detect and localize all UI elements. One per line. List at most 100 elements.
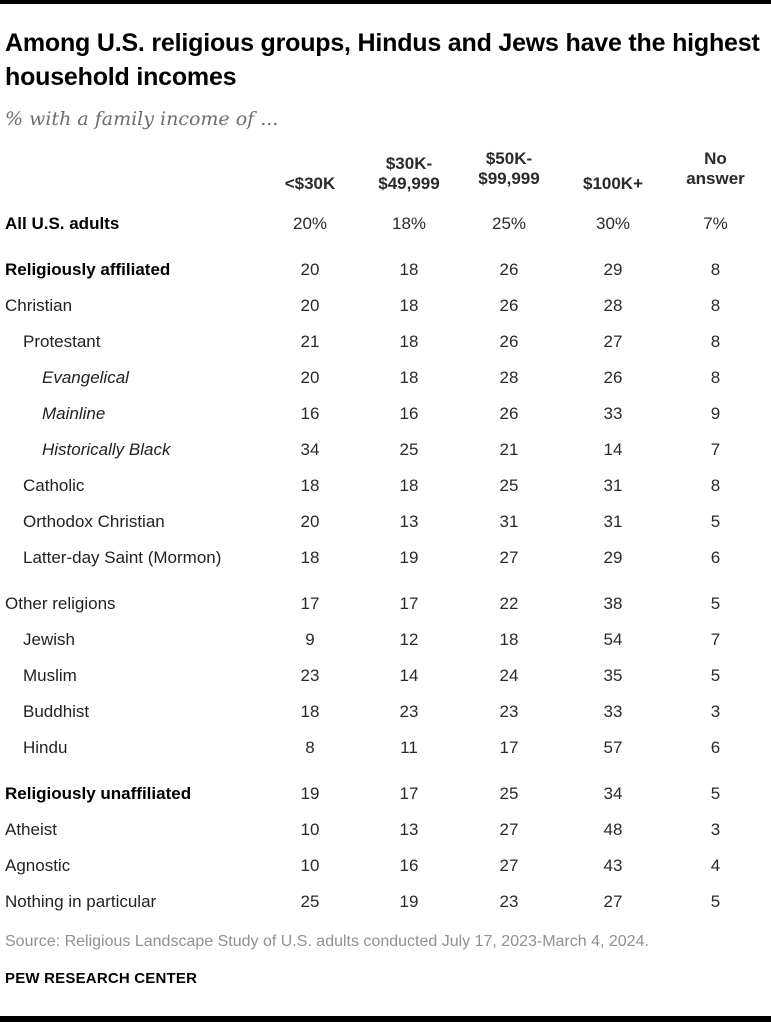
table-row: Orthodox Christian 20 13 31 31 5 [5, 504, 765, 540]
value-cell: 57 [603, 738, 623, 757]
column-header: $100K+ [582, 174, 644, 193]
value-cell: 33 [603, 702, 623, 721]
table-row: Other religions 17 17 22 38 5 [5, 586, 765, 622]
value-cell: 25 [499, 784, 519, 803]
value-cell: 14 [603, 440, 623, 459]
value-cell: 8 [710, 332, 721, 351]
value-cell: 20 [300, 260, 320, 279]
value-cell: 10 [300, 856, 320, 875]
row-label: Buddhist [23, 702, 90, 721]
value-cell: 43 [603, 856, 623, 875]
table-row: Religiously affiliated 20 18 26 29 8 [5, 252, 765, 288]
value-cell: 20 [300, 512, 320, 531]
value-cell: 3 [710, 820, 721, 839]
value-cell: 23 [300, 666, 320, 685]
value-cell: 23 [499, 702, 519, 721]
row-label: Protestant [23, 332, 101, 351]
table-row: All U.S. adults 20% 18% 25% 30% 7% [5, 206, 765, 242]
table-row: Agnostic 10 16 27 43 4 [5, 848, 765, 884]
value-cell: 7% [703, 214, 728, 233]
value-cell: 5 [710, 892, 721, 911]
value-cell: 16 [399, 404, 419, 423]
row-label: Hindu [23, 738, 68, 757]
value-cell: 26 [499, 332, 519, 351]
value-cell: 18 [300, 702, 320, 721]
value-cell: 17 [399, 784, 419, 803]
row-label: Evangelical [42, 368, 129, 387]
value-cell: 22 [499, 594, 519, 613]
value-cell: 30% [595, 214, 631, 233]
value-cell: 31 [603, 512, 623, 531]
value-cell: 18 [300, 548, 320, 567]
row-label: Mainline [42, 404, 106, 423]
row-label: Historically Black [42, 440, 171, 459]
value-cell: 19 [399, 892, 419, 911]
column-header: $50K- $99,999 [478, 149, 540, 188]
row-label: Muslim [23, 666, 77, 685]
value-cell: 8 [305, 738, 315, 757]
row-label: Latter-day Saint (Mormon) [23, 548, 222, 567]
value-cell: 19 [399, 548, 419, 567]
table-row: Evangelical 20 18 28 26 8 [5, 360, 765, 396]
table-row: Muslim 23 14 24 35 5 [5, 658, 765, 694]
value-cell: 13 [399, 820, 419, 839]
value-cell: 17 [499, 738, 519, 757]
column-header: $30K- $49,999 [378, 154, 440, 193]
column-header: No answer [686, 149, 745, 188]
value-cell: 34 [300, 440, 320, 459]
value-cell: 48 [603, 820, 623, 839]
value-cell: 24 [499, 666, 519, 685]
value-cell: 9 [305, 630, 315, 649]
value-cell: 25 [499, 476, 519, 495]
row-label: Jewish [23, 630, 75, 649]
row-label: Christian [5, 296, 73, 315]
value-cell: 8 [710, 368, 721, 387]
value-cell: 20% [292, 214, 328, 233]
value-cell: 10 [300, 820, 320, 839]
value-cell: 6 [710, 548, 721, 567]
value-cell: 29 [603, 548, 623, 567]
value-cell: 18 [399, 368, 419, 387]
source-note: Source: Religious Landscape Study of U.S… [5, 933, 649, 950]
value-cell: 28 [499, 368, 519, 387]
column-header: <$30K [284, 174, 336, 193]
value-cell: 18 [399, 332, 419, 351]
value-cell: 25 [300, 892, 320, 911]
value-cell: 27 [603, 892, 623, 911]
table-row: Catholic 18 18 25 31 8 [5, 468, 765, 504]
value-cell: 27 [499, 856, 519, 875]
row-label: Catholic [23, 476, 85, 495]
table-row: Historically Black 34 25 21 14 7 [5, 432, 765, 468]
table-row: Protestant 21 18 26 27 8 [5, 324, 765, 360]
value-cell: 19 [300, 784, 320, 803]
value-cell: 7 [710, 630, 721, 649]
value-cell: 27 [499, 548, 519, 567]
value-cell: 31 [499, 512, 519, 531]
page-title: Among U.S. religious groups, Hindus and … [5, 29, 760, 91]
value-cell: 26 [499, 260, 519, 279]
value-cell: 13 [399, 512, 419, 531]
value-cell: 26 [499, 296, 519, 315]
row-label: Atheist [5, 820, 57, 839]
value-cell: 21 [300, 332, 320, 351]
table-row: Nothing in particular 25 19 23 27 5 [5, 884, 765, 920]
value-cell: 18 [499, 630, 519, 649]
value-cell: 25 [399, 440, 419, 459]
value-cell: 38 [603, 594, 623, 613]
value-cell: 5 [710, 512, 721, 531]
value-cell: 21 [499, 440, 519, 459]
top-accent-bar [0, 0, 771, 4]
value-cell: 18 [399, 476, 419, 495]
value-cell: 35 [603, 666, 623, 685]
value-cell: 27 [499, 820, 519, 839]
income-table-body: All U.S. adults 20% 18% 25% 30% 7% Religiously… [5, 206, 765, 920]
value-cell: 8 [710, 476, 721, 495]
value-cell: 6 [710, 738, 721, 757]
value-cell: 18% [391, 214, 427, 233]
value-cell: 29 [603, 260, 623, 279]
value-cell: 4 [710, 856, 721, 875]
value-cell: 14 [399, 666, 419, 685]
value-cell: 27 [603, 332, 623, 351]
table-row: Religiously unaffiliated 19 17 25 34 5 [5, 776, 765, 812]
row-label: Nothing in particular [5, 892, 157, 911]
